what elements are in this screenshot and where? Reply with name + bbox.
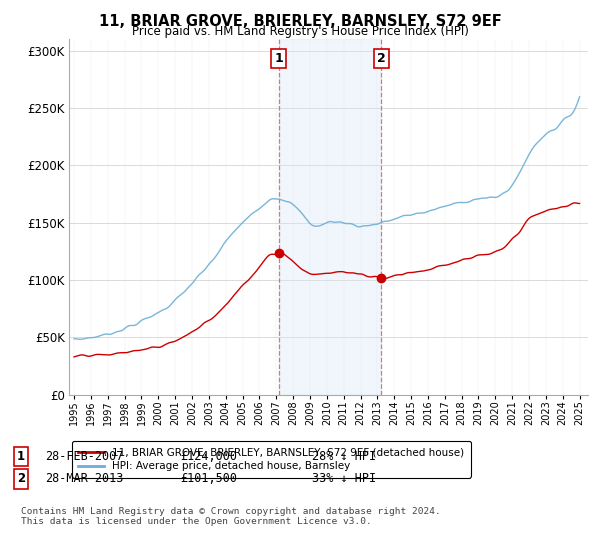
Text: 11, BRIAR GROVE, BRIERLEY, BARNSLEY, S72 9EF: 11, BRIAR GROVE, BRIERLEY, BARNSLEY, S72… xyxy=(98,14,502,29)
Text: Price paid vs. HM Land Registry's House Price Index (HPI): Price paid vs. HM Land Registry's House … xyxy=(131,25,469,38)
Text: 28-MAR-2013: 28-MAR-2013 xyxy=(45,472,124,486)
Text: 1: 1 xyxy=(274,52,283,64)
Text: 2: 2 xyxy=(377,52,386,64)
Text: 2: 2 xyxy=(17,472,25,486)
Text: £124,000: £124,000 xyxy=(180,450,237,463)
Text: 1: 1 xyxy=(17,450,25,463)
Bar xyxy=(279,39,381,395)
Text: 28-FEB-2007: 28-FEB-2007 xyxy=(45,450,124,463)
Text: £101,500: £101,500 xyxy=(180,472,237,486)
Text: 33% ↓ HPI: 33% ↓ HPI xyxy=(312,472,376,486)
Legend: 11, BRIAR GROVE, BRIERLEY, BARNSLEY, S72 9EF (detached house), HPI: Average pric: 11, BRIAR GROVE, BRIERLEY, BARNSLEY, S72… xyxy=(71,441,470,478)
Text: 28% ↓ HPI: 28% ↓ HPI xyxy=(312,450,376,463)
Text: Contains HM Land Registry data © Crown copyright and database right 2024.
This d: Contains HM Land Registry data © Crown c… xyxy=(21,507,441,526)
